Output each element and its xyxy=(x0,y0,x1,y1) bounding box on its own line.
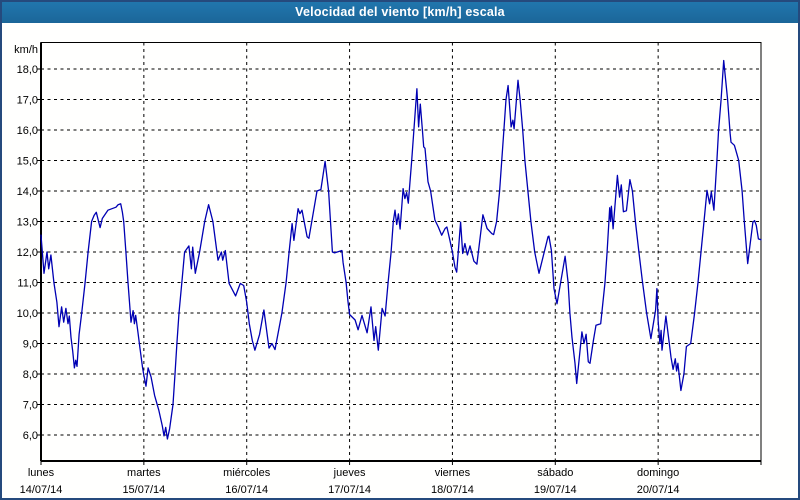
x-day-date-label: 16/07/14 xyxy=(225,484,268,496)
x-day-date-label: 15/07/14 xyxy=(122,484,165,496)
y-tick-label: 11,0 xyxy=(17,278,38,290)
x-day-name-label: viernes xyxy=(435,467,471,479)
x-day-name-label: martes xyxy=(127,467,161,479)
y-tick-label: 14,0 xyxy=(17,186,38,198)
y-tick-label: 13,0 xyxy=(17,217,38,229)
y-axis-unit-label: km/h xyxy=(14,44,38,56)
y-tick-label: 15,0 xyxy=(17,156,38,168)
x-day-name-label: lunes xyxy=(28,467,55,479)
y-tick-label: 12,0 xyxy=(17,247,38,259)
wind-speed-series-line xyxy=(40,59,762,440)
chart-title-bar: Velocidad del viento [km/h] escala xyxy=(2,2,798,23)
y-tick-label: 16,0 xyxy=(17,125,38,137)
y-tick-label: 7,0 xyxy=(23,400,38,412)
y-tick-label: 8,0 xyxy=(23,369,38,381)
y-tick-label: 6,0 xyxy=(23,430,38,442)
x-day-name-label: sábado xyxy=(537,467,573,479)
x-day-date-label: 20/07/14 xyxy=(637,484,680,496)
x-day-name-label: domingo xyxy=(637,467,679,479)
x-day-date-label: 17/07/14 xyxy=(328,484,371,496)
x-day-name-label: jueves xyxy=(333,467,366,479)
y-tick-label: 18,0 xyxy=(17,64,38,76)
y-tick-label: 9,0 xyxy=(23,339,38,351)
y-tick-label: 10,0 xyxy=(17,308,38,320)
x-day-date-label: 19/07/14 xyxy=(534,484,577,496)
y-tick-label: 17,0 xyxy=(17,95,38,107)
x-day-name-label: miércoles xyxy=(223,467,271,479)
x-day-date-label: 18/07/14 xyxy=(431,484,474,496)
x-day-date-label: 14/07/14 xyxy=(20,484,63,496)
